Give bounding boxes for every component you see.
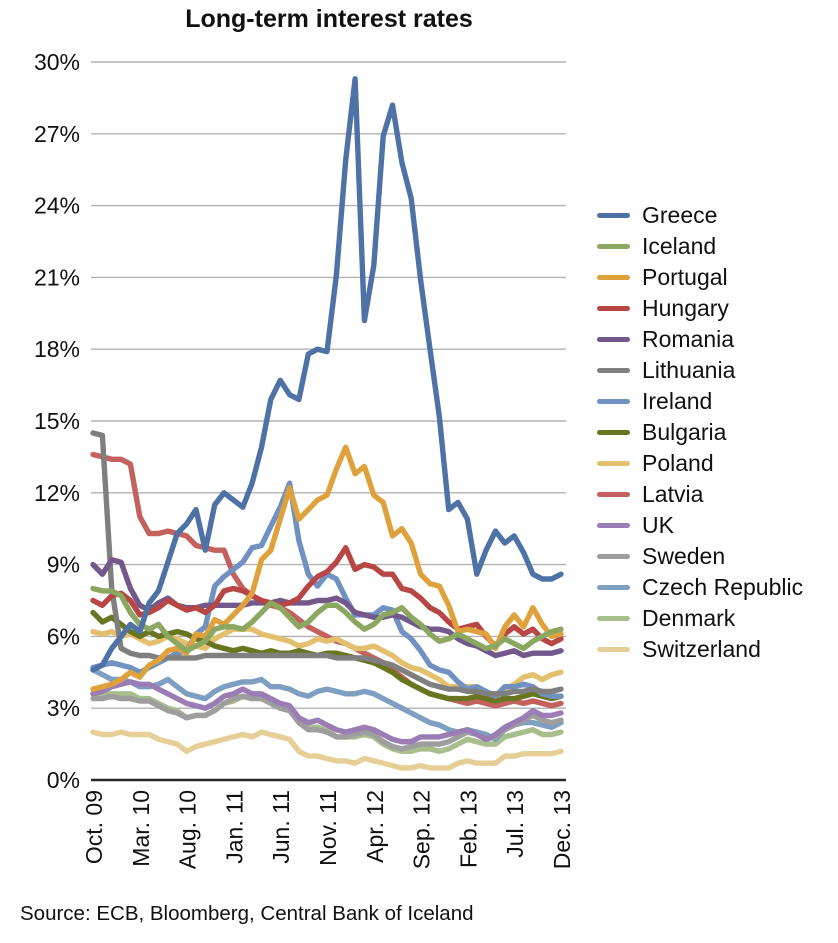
x-tick-label: Dec. 13 [549,790,575,869]
y-tick-label: 21% [34,264,80,290]
y-tick-label: 15% [34,408,80,434]
y-tick-label: 6% [47,623,80,649]
legend-item-sweden: Sweden [597,541,803,572]
legend-item-switzerland: Switzerland [597,634,803,665]
legend-swatch-lithuania [597,367,630,374]
y-tick-label: 24% [34,193,80,219]
legend-label: Bulgaria [642,419,727,445]
legend-item-portugal: Portugal [597,262,803,293]
legend-item-iceland: Iceland [597,231,803,262]
x-tick-label: Sep. 12 [409,790,435,869]
legend-item-poland: Poland [597,448,803,479]
legend-label: Latvia [642,481,704,507]
legend-label: Sweden [642,543,726,569]
x-tick-label: Jun. 11 [268,790,294,864]
legend-swatch-ireland [597,398,630,405]
chart-title: Long-term interest rates [185,5,473,33]
legend-label: Iceland [642,233,717,259]
series-line-uk [90,679,564,745]
y-tick-label: 12% [34,480,80,506]
x-tick-label: Mar. 10 [128,790,154,867]
series-line-ireland [90,480,564,699]
y-tick-label: 27% [34,121,80,147]
legend-item-denmark: Denmark [597,603,803,634]
legend-item-czech-republic: Czech Republic [597,572,803,603]
legend-swatch-latvia [597,491,630,498]
x-tick-label: Jan. 11 [221,790,247,864]
legend-item-romania: Romania [597,324,803,355]
y-tick-label: 3% [47,695,80,721]
series-line-greece [90,76,564,673]
legend-swatch-iceland [597,243,630,250]
legend-label: Czech Republic [642,574,804,600]
legend-label: Denmark [642,605,736,631]
legend-item-latvia: Latvia [597,479,803,510]
x-tick-label: Feb. 13 [455,790,481,868]
legend-label: Poland [642,450,714,476]
legend-item-hungary: Hungary [597,293,803,324]
legend-swatch-czech-republic [597,584,630,591]
series-line-iceland [90,585,564,654]
legend-label: Portugal [642,264,728,290]
legend-label: Ireland [642,388,713,414]
x-tick-label: Oct. 09 [81,790,107,864]
legend-item-lithuania: Lithuania [597,355,803,386]
legend-label: Hungary [642,295,729,321]
legend-label: Greece [642,202,718,228]
legend-swatch-romania [597,336,630,343]
series-line-latvia [90,451,564,709]
legend-swatch-uk [597,522,630,529]
series-line-switzerland [90,729,564,771]
legend-label: Romania [642,326,735,352]
legend-swatch-greece [597,212,630,219]
series-line-czech-republic [90,667,564,742]
legend-item-greece: Greece [597,200,803,231]
legend-swatch-portugal [597,274,630,281]
series-line-portugal [90,444,564,692]
y-tick-label: 0% [47,767,80,793]
y-tick-label: 18% [34,336,80,362]
x-tick-label: Apr. 12 [362,790,388,863]
x-tick-label: Aug. 10 [175,790,201,869]
chart-legend: Greece Iceland Portugal Hungary Romania Lithu… [597,200,803,665]
legend-swatch-switzerland [597,646,630,653]
series-line-lithuania [90,430,564,697]
legend-item-bulgaria: Bulgaria [597,417,803,448]
legend-swatch-denmark [597,615,630,622]
legend-swatch-hungary [597,305,630,312]
legend-label: UK [642,512,674,538]
y-tick-label: 9% [47,552,80,578]
legend-label: Switzerland [642,636,761,662]
y-tick-label: 30% [34,49,80,75]
legend-swatch-bulgaria [597,429,630,436]
legend-swatch-sweden [597,553,630,560]
x-tick-label: Nov. 11 [315,790,341,866]
legend-item-ireland: Ireland [597,386,803,417]
source-text: Source: ECB, Bloomberg, Central Bank of … [20,902,474,925]
x-tick-label: Jul. 13 [502,790,528,858]
legend-label: Lithuania [642,357,736,383]
legend-item-uk: UK [597,510,803,541]
legend-swatch-poland [597,460,630,467]
